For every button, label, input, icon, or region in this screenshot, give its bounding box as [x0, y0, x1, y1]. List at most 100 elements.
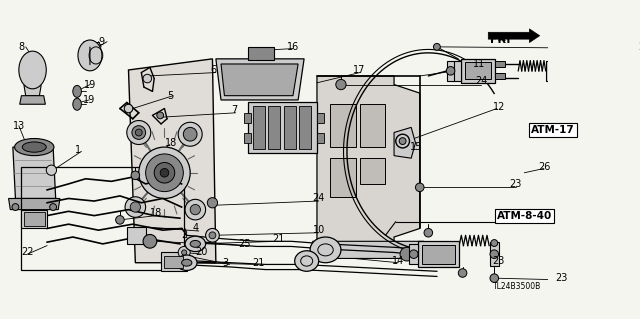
Bar	[495, 72, 506, 79]
Circle shape	[127, 121, 151, 145]
Text: ATM-8-40: ATM-8-40	[497, 211, 552, 221]
Circle shape	[178, 247, 190, 258]
Text: FR.: FR.	[490, 33, 511, 43]
Polygon shape	[317, 76, 420, 246]
Text: 26: 26	[538, 162, 550, 172]
Polygon shape	[24, 85, 41, 96]
Circle shape	[209, 232, 216, 239]
Circle shape	[130, 202, 141, 212]
Ellipse shape	[19, 51, 46, 89]
Text: TL24B3500B: TL24B3500B	[493, 282, 541, 291]
Text: 4: 4	[193, 224, 199, 234]
Bar	[447, 61, 454, 81]
Text: 10: 10	[313, 225, 325, 235]
Circle shape	[125, 197, 146, 217]
Bar	[164, 256, 183, 268]
Circle shape	[12, 204, 19, 211]
Bar	[248, 102, 317, 153]
Text: 24: 24	[476, 76, 488, 86]
Circle shape	[185, 199, 205, 220]
Text: 19: 19	[84, 79, 96, 90]
Circle shape	[139, 147, 190, 198]
Polygon shape	[8, 198, 60, 210]
Circle shape	[207, 198, 218, 208]
Text: 2: 2	[182, 230, 188, 240]
Circle shape	[490, 274, 499, 282]
Ellipse shape	[22, 142, 46, 152]
Circle shape	[491, 240, 498, 247]
Bar	[418, 241, 459, 267]
Bar	[422, 245, 455, 263]
Bar	[410, 244, 418, 264]
Text: 18: 18	[164, 138, 177, 148]
Text: 21: 21	[253, 258, 265, 268]
Circle shape	[323, 247, 337, 261]
Bar	[21, 210, 47, 228]
Circle shape	[178, 122, 202, 146]
Text: 3: 3	[223, 258, 229, 268]
Bar	[317, 132, 324, 143]
Bar	[253, 106, 265, 149]
Circle shape	[160, 168, 169, 177]
Ellipse shape	[310, 237, 341, 263]
Text: 22: 22	[21, 248, 34, 257]
Text: 17: 17	[353, 65, 365, 75]
Ellipse shape	[185, 236, 205, 252]
Circle shape	[424, 228, 433, 237]
Text: 21: 21	[273, 234, 285, 244]
Bar	[490, 242, 499, 266]
Ellipse shape	[15, 138, 54, 156]
Circle shape	[135, 129, 142, 136]
Bar	[360, 104, 385, 147]
Circle shape	[490, 250, 499, 258]
Circle shape	[446, 67, 455, 75]
Text: 23: 23	[509, 179, 522, 189]
Circle shape	[132, 126, 146, 139]
Circle shape	[50, 204, 56, 211]
Bar	[461, 59, 495, 83]
Circle shape	[143, 74, 152, 83]
Text: 27: 27	[638, 42, 640, 52]
Bar	[21, 167, 184, 270]
Bar	[317, 113, 324, 123]
Text: 6: 6	[210, 65, 216, 75]
Text: 19: 19	[83, 95, 95, 105]
Ellipse shape	[177, 255, 197, 271]
Text: 9: 9	[99, 37, 104, 47]
Text: 11: 11	[473, 59, 485, 69]
Bar	[452, 61, 461, 81]
Circle shape	[143, 234, 157, 248]
Ellipse shape	[73, 98, 81, 110]
Text: 1: 1	[76, 145, 81, 155]
Bar	[244, 113, 251, 123]
Polygon shape	[221, 64, 298, 96]
Circle shape	[400, 247, 413, 261]
Text: 20: 20	[195, 248, 208, 257]
Text: 13: 13	[13, 121, 25, 131]
Text: 14: 14	[392, 256, 404, 266]
Bar	[24, 212, 45, 226]
Bar	[465, 62, 491, 79]
Text: 24: 24	[313, 194, 325, 204]
Circle shape	[190, 204, 200, 215]
Text: FR.: FR.	[490, 35, 511, 45]
Polygon shape	[488, 29, 540, 42]
Ellipse shape	[73, 85, 81, 97]
Ellipse shape	[78, 40, 102, 71]
Text: 23: 23	[493, 256, 505, 266]
Text: 25: 25	[238, 239, 251, 249]
Circle shape	[157, 112, 164, 119]
Circle shape	[182, 250, 187, 255]
Bar	[161, 252, 187, 271]
Bar	[268, 106, 280, 149]
Text: 12: 12	[493, 102, 505, 112]
Polygon shape	[129, 59, 216, 263]
Ellipse shape	[182, 259, 192, 266]
Text: ATM-17: ATM-17	[531, 125, 575, 135]
Circle shape	[205, 228, 220, 242]
Circle shape	[183, 127, 197, 141]
Polygon shape	[216, 59, 304, 100]
Circle shape	[46, 165, 56, 175]
Ellipse shape	[190, 241, 200, 247]
Bar	[299, 106, 311, 149]
